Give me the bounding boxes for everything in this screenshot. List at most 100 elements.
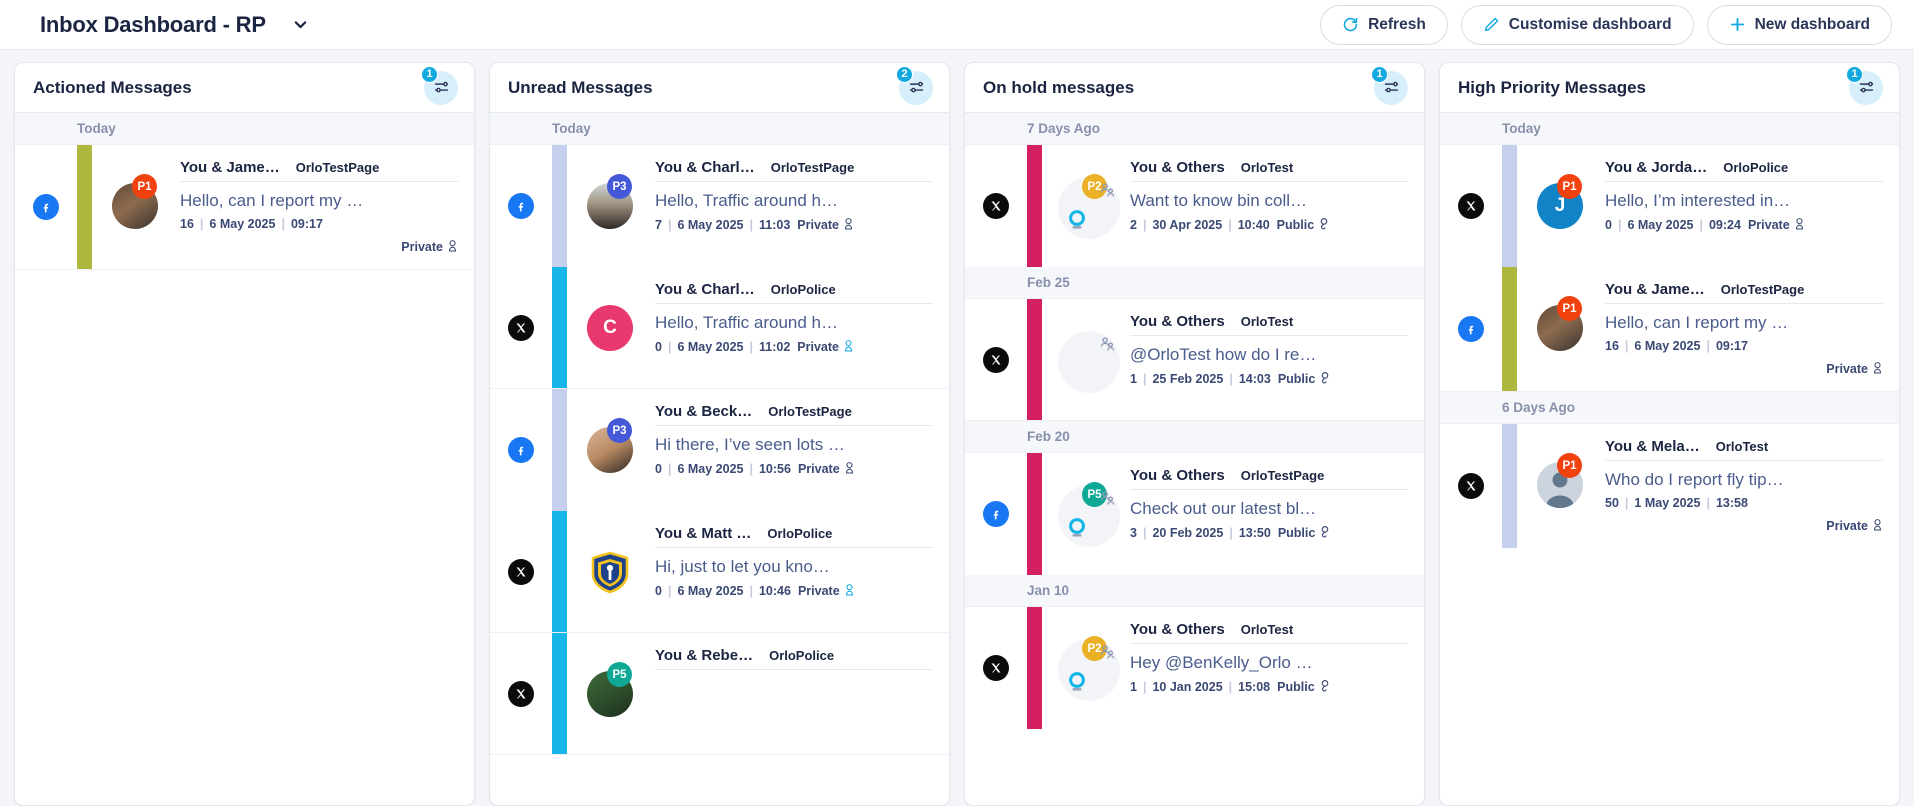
account-name: OrloPolice (767, 526, 833, 541)
day-separator: Today (490, 113, 949, 145)
status-color-bar (552, 511, 567, 632)
x-twitter-icon[interactable] (508, 680, 534, 707)
privacy-badge: Public (1278, 371, 1332, 387)
privacy-label: Public (1277, 372, 1316, 386)
message-row[interactable]: You & Matt … OrloPolice Hi, just to let yo… (490, 511, 949, 633)
message-text: You & Beck… OrloTestPage Hi there, I’ve se… (655, 403, 933, 497)
message-time: 13:58 (1715, 496, 1748, 510)
privacy-label: Private (401, 240, 443, 254)
reply-count: 0 (655, 340, 662, 354)
day-separator: Today (1440, 113, 1899, 145)
lock-icon (1872, 361, 1883, 377)
x-twitter-icon[interactable] (1458, 473, 1484, 499)
status-color-bar (552, 267, 567, 388)
account-name: OrloTest (1715, 439, 1769, 454)
privacy-badge: Public (1277, 217, 1331, 233)
message-content: P1 You & Jame… OrloTestPage Hello, can I re… (92, 145, 474, 269)
message-row[interactable]: P5 You & Others OrloTestPage Check out our … (965, 453, 1424, 575)
refresh-button[interactable]: Refresh (1320, 4, 1448, 45)
x-twitter-icon[interactable] (983, 346, 1009, 373)
card-body: Today P1 You & Jame… OrloTestPage Hello, can… (15, 113, 474, 805)
avatar-wrap: P1 (112, 174, 158, 229)
message-date: 1 May 2025 (1634, 496, 1701, 510)
avatar-wrap: P1 (1537, 296, 1583, 351)
message-row[interactable]: P3 You & Charl… OrloTestPage Hello, Traffic… (490, 145, 949, 267)
privacy-badge: Private (1826, 518, 1883, 534)
message-row[interactable]: P3 You & Beck… OrloTestPage Hi there, I’ve … (490, 389, 949, 511)
chevron-down-icon[interactable] (288, 12, 314, 38)
message-date: 6 May 2025 (677, 218, 744, 232)
card-title: On hold messages (983, 77, 1135, 97)
meta-separator: | (1624, 496, 1629, 510)
facebook-icon[interactable] (508, 437, 534, 463)
message-meta: 0 | 6 May 2025 | 10:56 Private (655, 461, 933, 477)
card-filter: 1 (421, 65, 458, 105)
privacy-label: Private (1826, 362, 1868, 376)
message-participants: You & Others OrloTestPage (1130, 467, 1408, 484)
divider (1605, 181, 1883, 182)
meta-separator: | (749, 584, 753, 598)
facebook-icon[interactable] (508, 193, 534, 219)
message-date: 6 May 2025 (677, 462, 744, 476)
message-participants: You & Jame… OrloTestPage (1605, 281, 1883, 298)
message-row[interactable]: P1 You & Jame… OrloTestPage Hello, can I re… (1440, 267, 1899, 392)
reply-count: 0 (1605, 218, 1612, 232)
customise-dashboard-button[interactable]: Customise dashboard (1460, 4, 1694, 45)
message-content: P5 You & Others OrloTestPage Check out our … (1042, 453, 1424, 575)
plus-icon (1729, 16, 1746, 33)
card-filter: 1 (1846, 65, 1883, 105)
message-row[interactable]: P1 You & Jame… OrloTestPage Hello, can I re… (15, 145, 474, 270)
meta-separator: | (1142, 526, 1147, 540)
refresh-button-label: Refresh (1368, 15, 1426, 33)
dashboard-columns: Actioned Messages 1 Today P1 You & Jame… Orlo… (0, 50, 1914, 806)
facebook-icon[interactable] (33, 194, 59, 220)
meta-separator: | (1228, 218, 1232, 232)
message-time: 14:03 (1238, 372, 1271, 386)
divider (1605, 460, 1883, 461)
x-twitter-icon[interactable] (983, 193, 1009, 219)
x-twitter-icon[interactable] (508, 558, 534, 585)
message-text: You & Jame… OrloTestPage Hello, can I repo… (180, 159, 458, 255)
message-row[interactable]: P2 You & Others OrloTest Hey @BenKelly_Orlo… (965, 607, 1424, 729)
conversation-participants: You & Mela… (1605, 438, 1700, 455)
privacy-label: Private (797, 462, 840, 476)
facebook-icon[interactable] (983, 501, 1009, 527)
meta-separator: | (1624, 339, 1629, 353)
card-header: High Priority Messages 1 (1440, 63, 1899, 113)
message-row[interactable]: C You & Charl… OrloPolice Hello, Traffic ar… (490, 267, 949, 389)
privacy-label: Private (797, 340, 839, 354)
new-dashboard-button[interactable]: New dashboard (1706, 4, 1892, 45)
avatar-wrap (587, 549, 633, 595)
message-row[interactable]: P5 You & Rebe… OrloPolice (490, 633, 949, 755)
dashboard-card: High Priority Messages 1 Today J P1 You & Jor… (1439, 62, 1900, 806)
x-twitter-icon[interactable] (983, 655, 1009, 681)
message-meta: 2 | 30 Apr 2025 | 10:40 Public (1130, 217, 1408, 233)
priority-badge: P1 (1557, 453, 1582, 478)
status-color-bar (1027, 145, 1042, 267)
message-row[interactable]: P2 You & Others OrloTest Want to know bin c… (965, 145, 1424, 267)
card-body: Today J P1 You & Jorda… OrloPolice Hello, I’m… (1440, 113, 1899, 805)
message-participants: You & Charl… OrloPolice (655, 281, 933, 298)
message-meta-line: 50 | 1 May 2025 | 13:58 (1605, 496, 1748, 510)
facebook-icon[interactable] (1458, 316, 1484, 342)
message-date: 20 Feb 2025 (1152, 526, 1224, 540)
avatar (587, 549, 633, 595)
lock-icon (843, 217, 854, 233)
x-twitter-icon[interactable] (508, 314, 534, 341)
conversation-participants: You & Others (1130, 621, 1225, 638)
message-meta: 0 | 6 May 2025 | 09:24 Private (1605, 217, 1883, 233)
message-time: 15:08 (1238, 680, 1271, 694)
lock-icon (844, 583, 855, 599)
privacy-label: Private (1747, 218, 1790, 232)
message-snippet: Hi, just to let you kno… (655, 557, 830, 576)
network-badge (965, 453, 1027, 575)
avatar-wrap (1058, 331, 1120, 393)
message-date: 6 May 2025 (677, 340, 744, 354)
message-row[interactable]: P1 You & Mela… OrloTest Who do I report fly… (1440, 424, 1899, 548)
message-row[interactable]: J P1 You & Jorda… OrloPolice Hello, I’m inte… (1440, 145, 1899, 267)
x-twitter-icon[interactable] (1458, 193, 1484, 219)
message-row[interactable]: You & Others OrloTest @OrloTest how do I r… (965, 299, 1424, 421)
account-name: OrloTest (1240, 314, 1294, 329)
privacy-badge: Private (798, 583, 855, 599)
conversation-participants: You & Jame… (1605, 281, 1705, 298)
